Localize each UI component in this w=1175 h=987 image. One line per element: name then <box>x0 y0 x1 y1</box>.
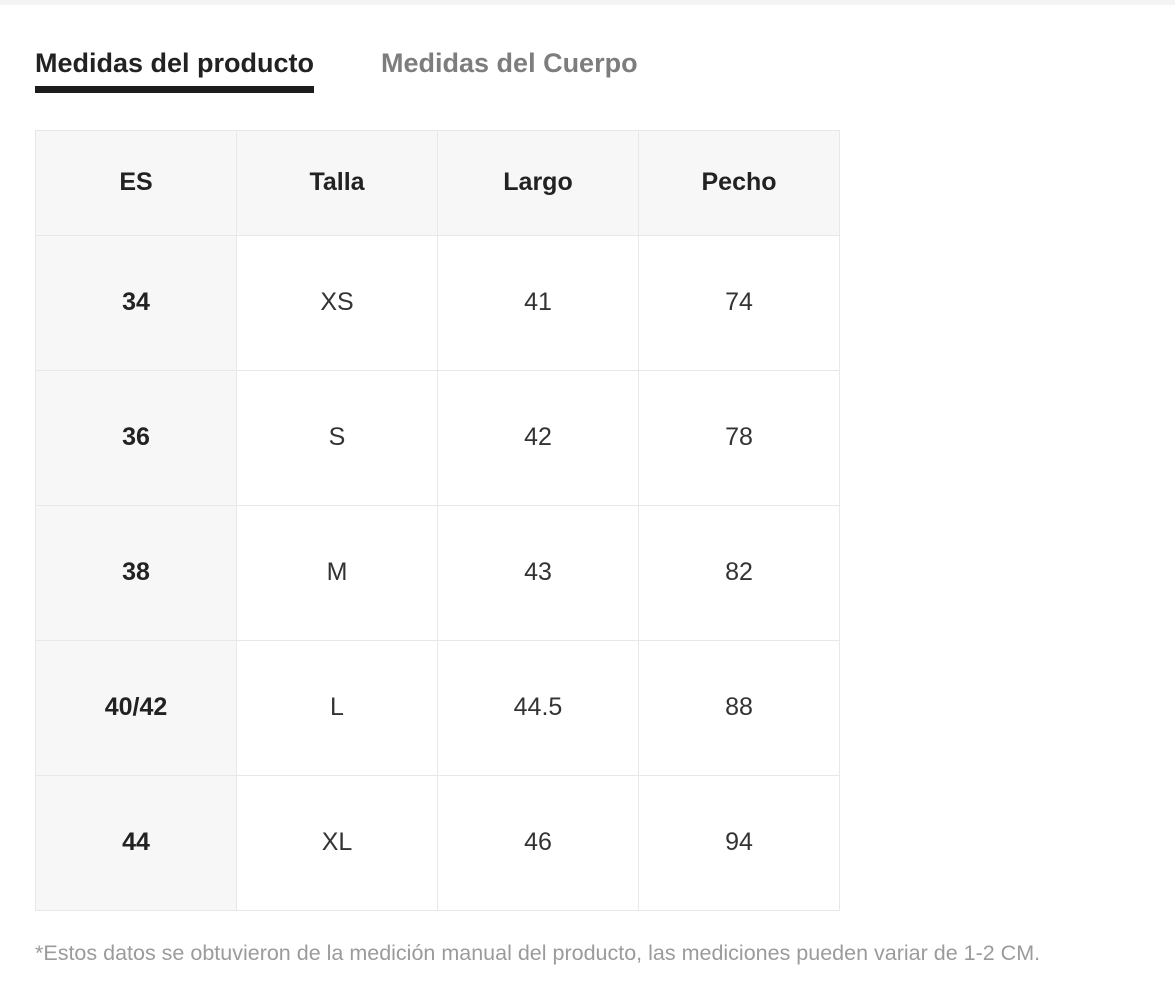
sheet-top-strip <box>0 0 1175 5</box>
size-table: ES Talla Largo Pecho 34 XS 41 74 36 S 42… <box>35 129 840 911</box>
cell-talla: L <box>236 639 438 776</box>
size-table-header: ES Talla Largo Pecho <box>35 129 840 236</box>
cell-es: 34 <box>35 234 237 371</box>
cell-es: 44 <box>35 774 237 911</box>
header-cell-talla: Talla <box>236 129 438 236</box>
cell-es: 38 <box>35 504 237 641</box>
tab-body-measurements[interactable]: Medidas del Cuerpo <box>381 48 638 78</box>
cell-pecho: 82 <box>638 504 840 641</box>
cell-talla: S <box>236 369 438 506</box>
cell-pecho: 78 <box>638 369 840 506</box>
table-row: 38 M 43 82 <box>35 504 840 641</box>
cell-largo: 44.5 <box>437 639 639 776</box>
size-table-body: 34 XS 41 74 36 S 42 78 38 M 43 82 40/42 … <box>35 234 840 911</box>
cell-largo: 42 <box>437 369 639 506</box>
cell-talla: XL <box>236 774 438 911</box>
table-row: 36 S 42 78 <box>35 369 840 506</box>
cell-largo: 41 <box>437 234 639 371</box>
table-header-row: ES Talla Largo Pecho <box>35 129 840 236</box>
cell-pecho: 88 <box>638 639 840 776</box>
size-chart-tabs: Medidas del producto Medidas del Cuerpo <box>35 48 1175 93</box>
header-cell-pecho: Pecho <box>638 129 840 236</box>
table-row: 34 XS 41 74 <box>35 234 840 371</box>
cell-es: 36 <box>35 369 237 506</box>
cell-talla: XS <box>236 234 438 371</box>
cell-es: 40/42 <box>35 639 237 776</box>
measurement-disclaimer: *Estos datos se obtuvieron de la medició… <box>35 940 1041 965</box>
cell-pecho: 74 <box>638 234 840 371</box>
cell-talla: M <box>236 504 438 641</box>
header-cell-largo: Largo <box>437 129 639 236</box>
cell-largo: 43 <box>437 504 639 641</box>
header-cell-es: ES <box>35 129 237 236</box>
cell-largo: 46 <box>437 774 639 911</box>
tab-product-measurements[interactable]: Medidas del producto <box>35 48 315 93</box>
table-row: 44 XL 46 94 <box>35 774 840 911</box>
table-row: 40/42 L 44.5 88 <box>35 639 840 776</box>
cell-pecho: 94 <box>638 774 840 911</box>
